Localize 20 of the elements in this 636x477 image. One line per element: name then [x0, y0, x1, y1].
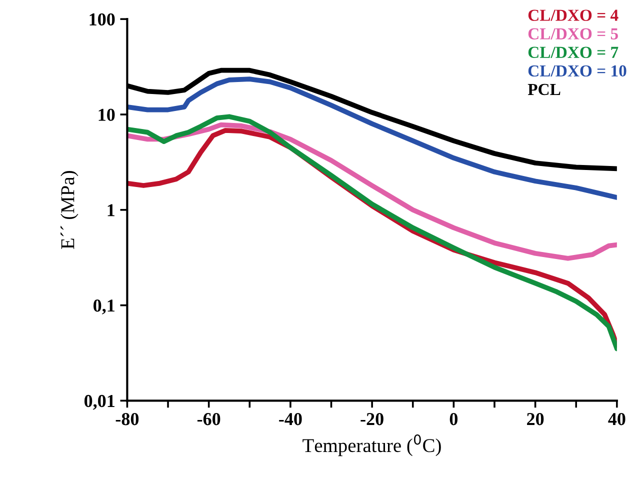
x-tick-label: 40 — [608, 413, 626, 426]
text: CL/DXO = 5 — [528, 28, 618, 40]
text: PCL — [528, 84, 560, 96]
y-axis-title: E´´ (MPa) — [60, 171, 78, 250]
text: CL/DXO = 10 — [528, 65, 626, 77]
y-tick-label: 10 — [98, 108, 115, 121]
text: CL/DXO = 4 — [528, 10, 618, 21]
y-tick-label: 0,01 — [84, 394, 114, 410]
line-series — [127, 76, 617, 200]
y-tick-label: 100 — [90, 13, 115, 26]
text: CL/DXO = 7 — [528, 46, 618, 58]
y-tick-label: 1 — [108, 204, 114, 216]
y-tick-label: 0,1 — [94, 300, 114, 314]
x-tick-label: -40 — [279, 413, 302, 426]
x-tick-label: 0 — [450, 413, 458, 426]
x-tick-label: 20 — [527, 413, 544, 426]
x-tick-label: -60 — [197, 413, 220, 426]
x-axis-title: Temperature ($^{0}$C) — [302, 434, 441, 456]
x-tick-label: -80 — [116, 413, 139, 426]
x-tick-label: -20 — [360, 413, 384, 426]
